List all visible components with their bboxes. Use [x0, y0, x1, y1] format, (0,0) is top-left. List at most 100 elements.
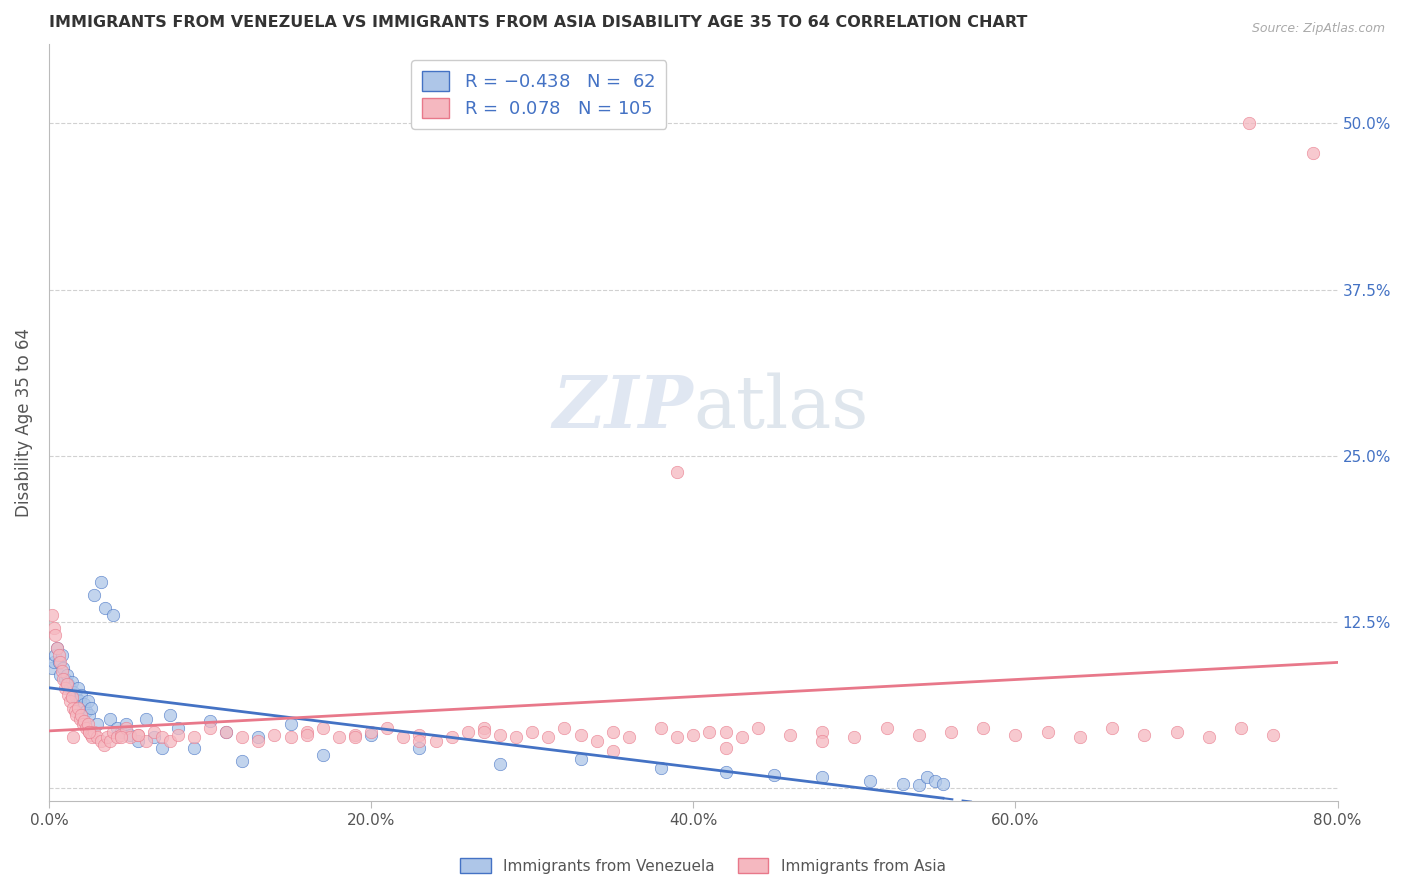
- Point: [96, 731, 118, 745]
- Point: [103, 608, 125, 623]
- Point: [62, 731, 84, 745]
- Point: [75, 721, 97, 735]
- Point: [489, 728, 512, 742]
- Point: [75, 704, 97, 718]
- Point: [55, 677, 77, 691]
- Point: [263, 728, 285, 742]
- Point: [60, 690, 83, 705]
- Point: [779, 728, 801, 742]
- Point: [844, 731, 866, 745]
- Point: [98, 734, 121, 748]
- Point: [103, 725, 125, 739]
- Point: [59, 694, 82, 708]
- Point: [73, 714, 96, 729]
- Point: [63, 704, 86, 718]
- Point: [392, 731, 415, 745]
- Point: [215, 725, 238, 739]
- Point: [280, 731, 302, 745]
- Point: [77, 725, 100, 739]
- Point: [72, 701, 94, 715]
- Point: [44, 628, 66, 642]
- Point: [666, 465, 689, 479]
- Point: [602, 725, 624, 739]
- Point: [110, 731, 132, 745]
- Point: [41, 608, 63, 623]
- Point: [1069, 731, 1091, 745]
- Point: [150, 741, 173, 756]
- Point: [859, 774, 882, 789]
- Point: [908, 728, 931, 742]
- Point: [63, 688, 86, 702]
- Point: [118, 728, 141, 742]
- Point: [198, 721, 221, 735]
- Point: [312, 747, 335, 762]
- Point: [602, 744, 624, 758]
- Point: [714, 764, 737, 779]
- Point: [617, 731, 640, 745]
- Point: [682, 728, 704, 742]
- Point: [1237, 116, 1260, 130]
- Point: [762, 767, 785, 781]
- Point: [489, 756, 512, 771]
- Point: [48, 648, 70, 662]
- Point: [183, 731, 205, 745]
- Point: [360, 725, 382, 739]
- Point: [811, 725, 834, 739]
- Point: [924, 774, 946, 789]
- Point: [1302, 145, 1324, 160]
- Point: [51, 648, 73, 662]
- Point: [44, 648, 66, 662]
- Point: [280, 717, 302, 731]
- Y-axis label: Disability Age 35 to 64: Disability Age 35 to 64: [15, 328, 32, 516]
- Point: [76, 717, 98, 731]
- Point: [344, 731, 367, 745]
- Point: [247, 734, 270, 748]
- Point: [142, 725, 165, 739]
- Point: [58, 688, 80, 702]
- Point: [811, 734, 834, 748]
- Point: [86, 717, 108, 731]
- Point: [127, 728, 149, 742]
- Point: [1263, 728, 1285, 742]
- Point: [908, 778, 931, 792]
- Text: atlas: atlas: [693, 372, 869, 442]
- Point: [86, 731, 108, 745]
- Point: [142, 731, 165, 745]
- Point: [42, 621, 65, 635]
- Point: [115, 721, 138, 735]
- Point: [65, 690, 87, 705]
- Point: [585, 734, 607, 748]
- Point: [891, 777, 914, 791]
- Point: [408, 728, 430, 742]
- Point: [66, 701, 89, 715]
- Point: [650, 761, 672, 775]
- Legend: R = $\mathregular{-0.438}$   N =  $\mathregular{62}$, R =  $\mathregular{0.078}$: R = $\mathregular{-0.438}$ N = $\mathreg…: [411, 61, 666, 129]
- Point: [80, 701, 103, 715]
- Point: [1230, 721, 1253, 735]
- Point: [60, 674, 83, 689]
- Point: [94, 601, 117, 615]
- Point: [42, 655, 65, 669]
- Point: [55, 668, 77, 682]
- Point: [69, 694, 91, 708]
- Point: [105, 721, 128, 735]
- Point: [522, 725, 544, 739]
- Point: [93, 739, 115, 753]
- Point: [472, 725, 495, 739]
- Point: [811, 770, 834, 784]
- Point: [105, 731, 128, 745]
- Point: [135, 734, 157, 748]
- Point: [408, 741, 430, 756]
- Point: [553, 721, 575, 735]
- Point: [62, 685, 84, 699]
- Point: [65, 707, 87, 722]
- Point: [41, 661, 63, 675]
- Point: [69, 712, 91, 726]
- Point: [198, 714, 221, 729]
- Point: [115, 717, 138, 731]
- Point: [425, 734, 447, 748]
- Point: [49, 668, 72, 682]
- Point: [51, 664, 73, 678]
- Point: [83, 588, 105, 602]
- Point: [127, 734, 149, 748]
